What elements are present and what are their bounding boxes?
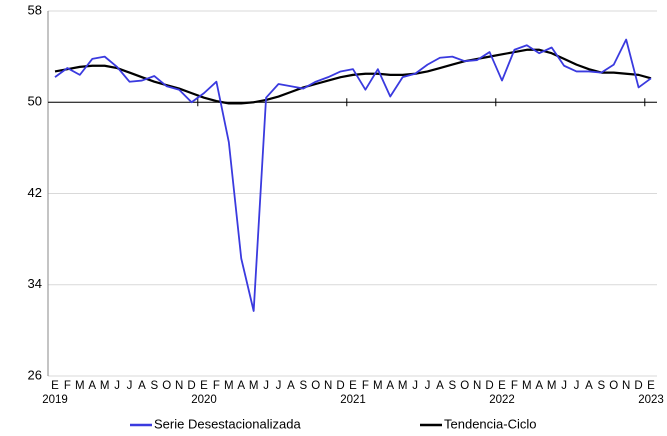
year-label: 2021 xyxy=(340,394,366,406)
x-tick-label: J xyxy=(263,380,269,392)
x-tick-label: F xyxy=(511,380,518,392)
x-tick-label: N xyxy=(175,380,183,392)
y-tick-label: 42 xyxy=(28,185,42,200)
x-tick-label: A xyxy=(237,380,245,392)
x-tick-label: E xyxy=(647,380,655,392)
x-tick-label: M xyxy=(522,380,532,392)
x-tick-label: M xyxy=(100,380,110,392)
x-tick-label: N xyxy=(473,380,481,392)
x-tick-label: M xyxy=(75,380,85,392)
x-tick-label: F xyxy=(64,380,71,392)
x-tick-label: D xyxy=(336,380,344,392)
x-tick-label: J xyxy=(127,380,133,392)
x-tick-label: S xyxy=(299,380,307,392)
series-line xyxy=(54,38,652,312)
series-line xyxy=(54,48,652,105)
x-tick-label: J xyxy=(412,380,418,392)
x-tick-label: M xyxy=(373,380,383,392)
x-tick-label: O xyxy=(162,380,171,392)
x-tick-label: J xyxy=(276,380,282,392)
x-tick-label: J xyxy=(574,380,580,392)
x-tick-label: F xyxy=(362,380,369,392)
x-tick-label: N xyxy=(324,380,332,392)
x-tick-label: D xyxy=(634,380,642,392)
x-tick-label: E xyxy=(498,380,506,392)
x-tick-label: M xyxy=(224,380,234,392)
x-tick-label: D xyxy=(485,380,493,392)
x-tick-label: N xyxy=(622,380,630,392)
x-tick-label: S xyxy=(150,380,158,392)
x-tick-label: S xyxy=(448,380,456,392)
x-tick-label: E xyxy=(200,380,208,392)
x-tick-label: A xyxy=(287,380,295,392)
year-label: 2019 xyxy=(42,394,68,406)
x-tick-label: S xyxy=(597,380,605,392)
legend-label: Tendencia-Ciclo xyxy=(444,416,537,431)
x-tick-label: O xyxy=(311,380,320,392)
x-tick-label: A xyxy=(386,380,394,392)
x-tick-label: E xyxy=(349,380,357,392)
x-tick-label: E xyxy=(51,380,59,392)
x-tick-label: A xyxy=(436,380,444,392)
x-tick-label: M xyxy=(249,380,259,392)
y-tick-label: 50 xyxy=(28,94,42,109)
y-tick-label: 26 xyxy=(28,367,42,382)
x-tick-label: A xyxy=(585,380,593,392)
x-tick-label: M xyxy=(398,380,408,392)
x-tick-label: O xyxy=(460,380,469,392)
x-tick-label: J xyxy=(425,380,431,392)
x-tick-label: J xyxy=(114,380,120,392)
year-label: 2023 xyxy=(638,394,664,406)
x-tick-label: O xyxy=(609,380,618,392)
x-tick-label: A xyxy=(138,380,146,392)
x-tick-label: F xyxy=(213,380,220,392)
y-tick-label: 34 xyxy=(28,276,42,291)
y-tick-label: 58 xyxy=(28,2,42,17)
year-label: 2020 xyxy=(191,394,217,406)
year-label: 2022 xyxy=(489,394,515,406)
x-tick-label: A xyxy=(88,380,96,392)
x-tick-label: A xyxy=(535,380,543,392)
legend-label: Serie Desestacionalizada xyxy=(154,416,301,431)
x-tick-label: D xyxy=(187,380,195,392)
x-tick-label: J xyxy=(561,380,567,392)
x-tick-label: M xyxy=(547,380,557,392)
